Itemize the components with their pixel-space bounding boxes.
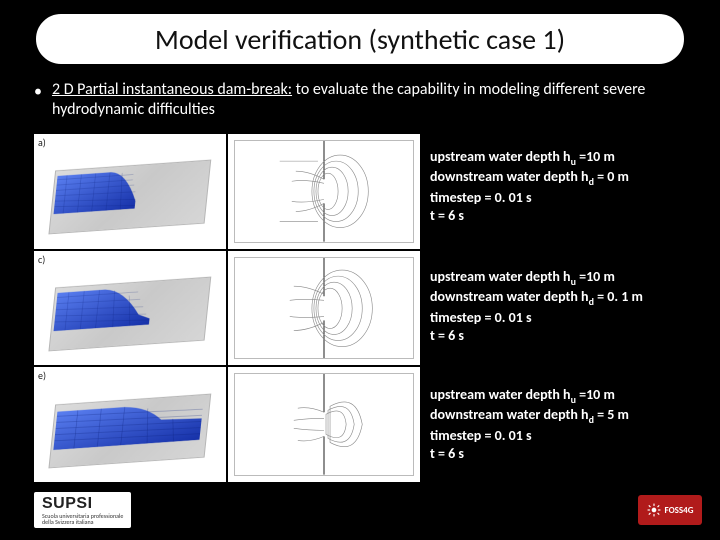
bullet-text: 2 D Partial instantaneous dam-break: to … (52, 80, 702, 120)
contour-row2 (228, 251, 420, 366)
param-hd: downstream water depth hd = 0 m (430, 168, 700, 188)
gear-icon (647, 503, 661, 517)
surf3d-row2: c) (34, 251, 226, 366)
contour-row3 (228, 367, 420, 482)
row-label-2: c) (38, 253, 45, 266)
surf3d-row1: a) (34, 134, 226, 249)
supsi-wordmark: SUPSI (42, 495, 123, 513)
footer-left-logo: SUPSI Scuola universitaria professionale… (34, 492, 131, 528)
param-timestep: timestep = 0. 01 s (430, 309, 700, 328)
badge-text: FOSS4G (665, 505, 694, 516)
title-pill: Model verification (synthetic case 1) (34, 12, 686, 66)
param-hd: downstream water depth hd = 0. 1 m (430, 288, 700, 308)
footer: SUPSI Scuola universitaria professionale… (34, 492, 702, 528)
param-block-2: upstream water depth hu =10 m downstream… (430, 268, 700, 346)
surf3d-row3: e) (34, 367, 226, 482)
contour-row1 (228, 134, 420, 249)
figure-grid: a) (34, 134, 420, 482)
row-label-3: e) (38, 369, 46, 382)
param-t: t = 6 s (430, 207, 700, 226)
param-hu: upstream water depth hu =10 m (430, 268, 700, 288)
param-t: t = 6 s (430, 327, 700, 346)
bullet-item: • 2 D Partial instantaneous dam-break: t… (34, 80, 702, 120)
param-hu: upstream water depth hu =10 m (430, 386, 700, 406)
slide-title: Model verification (synthetic case 1) (155, 22, 565, 57)
param-hd: downstream water depth hd = 5 m (430, 406, 700, 426)
param-hu: upstream water depth hu =10 m (430, 148, 700, 168)
param-block-1: upstream water depth hu =10 m downstream… (430, 148, 700, 226)
param-timestep: timestep = 0. 01 s (430, 189, 700, 208)
row-label-1: a) (38, 136, 46, 149)
param-t: t = 6 s (430, 445, 700, 464)
bullet-lead: 2 D Partial instantaneous dam-break: (52, 80, 292, 99)
param-block-3: upstream water depth hu =10 m downstream… (430, 386, 700, 464)
param-timestep: timestep = 0. 01 s (430, 427, 700, 446)
bullet-marker: • (34, 80, 42, 120)
footer-right-badge: FOSS4G (638, 495, 702, 525)
